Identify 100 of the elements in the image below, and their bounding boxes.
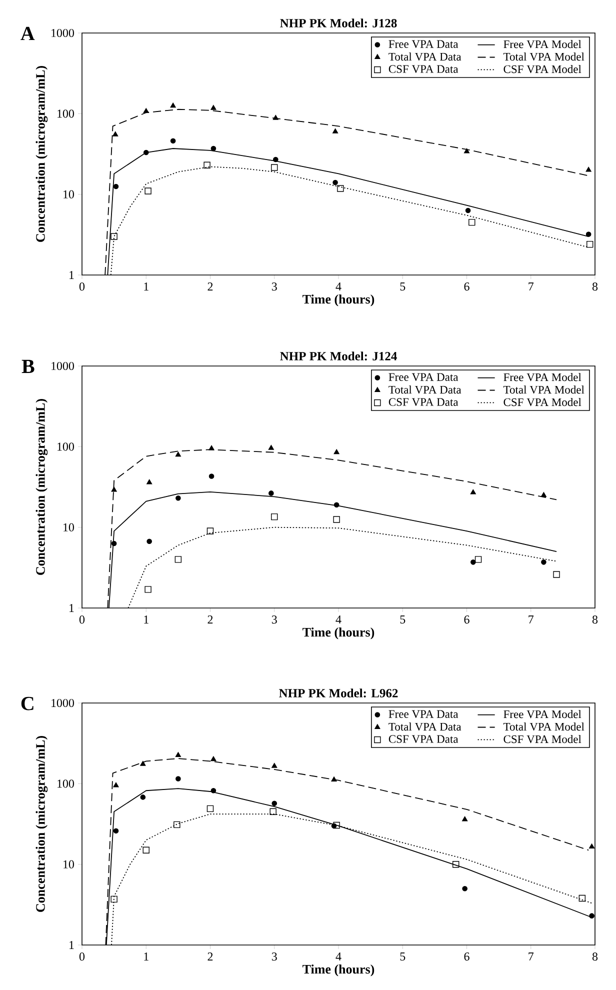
text: A <box>20 26 35 40</box>
point <box>268 490 274 496</box>
x-tick-label: 5 <box>400 282 406 290</box>
legend-label: Free VPA Data <box>388 40 458 48</box>
point <box>206 805 214 812</box>
legend-label: CSF VPA Model <box>504 64 582 74</box>
point <box>331 776 337 782</box>
point <box>170 138 176 144</box>
point <box>468 218 476 226</box>
x-tick-label: 0 <box>79 952 85 961</box>
point <box>333 516 340 523</box>
point <box>578 894 586 902</box>
legend-label: Free VPA Model <box>504 373 582 382</box>
legend-label: Total VPA Model <box>503 386 584 394</box>
legend-label: Total VPA Data <box>388 386 462 394</box>
point <box>204 162 210 169</box>
point <box>272 114 278 120</box>
point <box>271 164 278 171</box>
point <box>540 492 546 497</box>
x-tick-label: 1 <box>144 952 148 960</box>
chart-title: NHP PK Model: L962 <box>279 688 398 698</box>
x-tick-label: 7 <box>528 616 534 624</box>
point <box>175 452 181 457</box>
point <box>210 105 216 110</box>
x-axis-title: Time (hours) <box>302 964 374 976</box>
point <box>465 208 471 214</box>
point <box>268 444 274 450</box>
legend-label: CSF VPA Model <box>504 398 582 406</box>
point <box>110 233 118 240</box>
point <box>208 445 214 450</box>
x-tick-label: 3 <box>272 282 277 291</box>
y-axis-title: Concentration (microgram/mL) <box>36 399 48 575</box>
x-tick-label: 4 <box>336 616 342 624</box>
point <box>175 752 181 758</box>
point <box>333 822 340 829</box>
x-tick-label: 6 <box>464 282 470 291</box>
y-tick-label: 100 <box>58 780 74 788</box>
x-tick-label: 7 <box>528 282 534 290</box>
y-tick-label: 100 <box>58 442 74 451</box>
x-axis-title: Time (hours) <box>302 628 374 640</box>
x-tick-label: 2 <box>208 616 213 624</box>
point <box>174 821 180 828</box>
x-tick-label: 5 <box>400 952 406 960</box>
x-tick-label: 4 <box>336 282 342 290</box>
point <box>146 538 152 544</box>
x-tick-label: 3 <box>272 952 277 961</box>
text: B <box>22 360 34 374</box>
point <box>140 760 146 766</box>
legend-label: Total VPA Model <box>503 52 584 61</box>
x-tick-label: 2 <box>208 952 213 960</box>
x-tick-label: 3 <box>272 616 277 624</box>
point <box>586 166 592 172</box>
x-tick-label: 6 <box>464 616 470 624</box>
point <box>112 131 118 136</box>
point <box>337 185 344 192</box>
legend-label: Total VPA Data <box>388 722 462 731</box>
point <box>111 486 117 492</box>
legend-label: Free VPA Model <box>504 40 582 48</box>
y-axis-title: Concentration (microgram/mL) <box>36 736 48 912</box>
point <box>273 156 278 162</box>
legend-label: CSF VPA Data <box>388 398 458 406</box>
point <box>334 502 340 508</box>
x-tick-label: 0 <box>79 282 85 291</box>
legend-label: CSF VPA Data <box>388 65 458 73</box>
legend-label: CSF VPA Model <box>504 734 582 744</box>
x-tick-label: 1 <box>144 282 148 290</box>
point <box>332 180 338 186</box>
legend-label: Free VPA Data <box>388 373 458 381</box>
point <box>462 886 468 892</box>
x-axis-title: Time (hours) <box>302 294 374 306</box>
legend-label: Free VPA Data <box>388 710 458 718</box>
point <box>110 896 118 903</box>
point <box>210 756 216 762</box>
point <box>111 540 117 546</box>
y-tick-label: 100 <box>58 110 74 118</box>
y-tick-label: 1 <box>70 604 74 612</box>
x-tick-label: 0 <box>79 616 85 624</box>
point <box>589 844 595 849</box>
point <box>334 449 340 454</box>
point <box>146 479 152 484</box>
point <box>144 586 152 593</box>
point <box>113 828 119 834</box>
y-tick-label: 10 <box>64 860 74 868</box>
point <box>210 146 216 152</box>
point <box>270 808 276 815</box>
legend-label: CSF VPA Data <box>388 735 458 743</box>
point <box>142 846 150 854</box>
x-tick-label: 2 <box>208 282 213 290</box>
x-tick-label: 8 <box>592 952 598 961</box>
x-tick-label: 6 <box>464 952 470 961</box>
point <box>206 528 214 534</box>
point <box>140 794 146 800</box>
x-tick-label: 8 <box>592 282 598 291</box>
x-tick-label: 4 <box>336 952 342 960</box>
point <box>586 232 592 237</box>
point <box>143 150 149 156</box>
point <box>586 240 594 248</box>
legend-label: Free VPA Model <box>504 710 582 718</box>
x-tick-label: 8 <box>592 616 598 624</box>
point <box>272 800 278 806</box>
